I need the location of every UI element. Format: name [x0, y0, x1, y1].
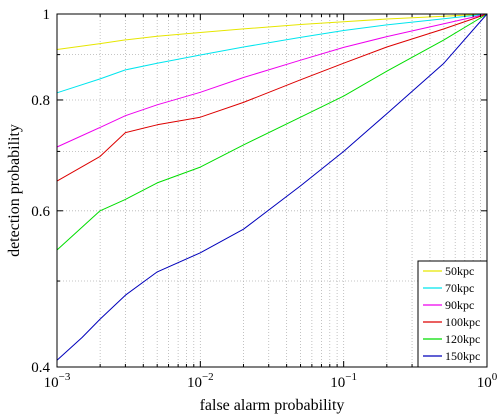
series-line-70kpc [56, 13, 488, 94]
legend-label: 70kpc [445, 281, 474, 295]
axis-ticks: 10−3 10−2 10−1 100 0.4 0.6 0.8 1 [31, 7, 497, 391]
legend-label: 100kpc [445, 315, 480, 329]
legend-label: 120kpc [445, 332, 480, 346]
y-tick-label: 0.4 [31, 360, 50, 376]
x-tick-label: 100 [477, 371, 497, 391]
legend-label: 90kpc [445, 298, 474, 312]
y-tick-label: 1 [43, 7, 51, 23]
series-line-90kpc [56, 13, 488, 148]
y-tick-label: 0.6 [31, 204, 50, 220]
x-axis-label: false alarm probability [200, 397, 345, 414]
legend: 50kpc 70kpc 90kpc 100kpc 120kpc 150kpc [417, 260, 488, 368]
series-line-120kpc [56, 13, 488, 251]
x-tick-label: 10−1 [330, 371, 357, 391]
y-axis-label: detection probability [6, 124, 23, 257]
legend-label: 150kpc [445, 349, 480, 363]
y-tick-label: 0.8 [31, 93, 50, 109]
legend-box [417, 260, 488, 368]
legend-label: 50kpc [445, 264, 474, 278]
series-line-150kpc [56, 13, 488, 361]
x-tick-label: 10−2 [187, 371, 214, 391]
series-lines [56, 13, 488, 361]
series-line-100kpc [56, 13, 488, 182]
plot-frame [56, 13, 488, 368]
series-line-50kpc [56, 13, 488, 50]
x-tick-label: 10−3 [44, 371, 71, 391]
